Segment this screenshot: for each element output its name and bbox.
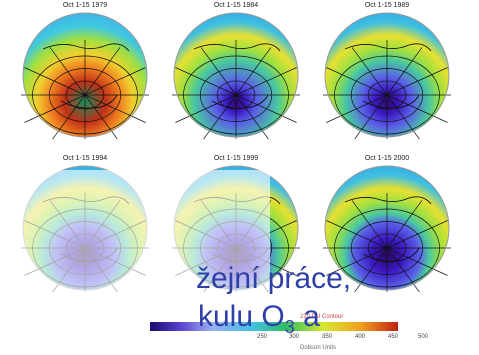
panel-title: Oct 1-15 1999 [213,155,259,162]
overlay-text-line-1: žejní práce, [196,262,352,295]
contour-label: 220 DU Contour [300,314,344,320]
panel-title: Oct 1-15 1989 [364,2,410,9]
colorbar-tick: 300 [289,334,300,340]
colorbar-tick: 400 [355,334,366,340]
panel-title: Oct 1-15 1979 [62,2,108,9]
overlay-text-subscript: 3 [284,317,295,337]
panel-title: Oct 1-15 1984 [213,2,259,9]
colorbar-tick: 500 [418,334,429,340]
units-label: Dobson Units [300,345,337,351]
overlay-text-part: kulu O [198,300,285,333]
overlay-text-line-2: kulu O3 a [198,300,320,338]
colorbar-tick: 450 [388,334,399,340]
overlay-text-part: a [294,300,320,333]
panel-title: Oct 1-15 1994 [62,155,108,162]
globe-map [21,12,149,139]
globe-map [323,165,451,292]
colorbar-tick: 250 [257,334,268,340]
globe-map [323,12,451,139]
colorbar [150,322,398,331]
colorbar-tick: 350 [322,334,333,340]
globe-map [172,12,300,139]
panel-title: Oct 1-15 2000 [364,155,410,162]
